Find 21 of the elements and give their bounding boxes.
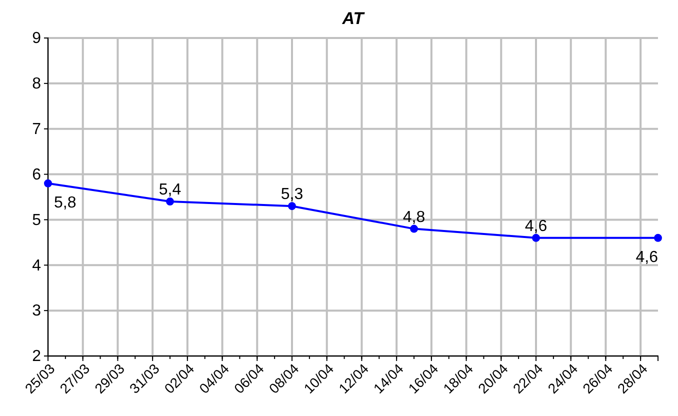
point <box>654 234 662 242</box>
data-label: 4,6 <box>524 218 548 235</box>
point <box>288 202 296 210</box>
data-label: 4,8 <box>402 208 426 226</box>
data-label: 5,3 <box>280 186 304 204</box>
chart-title: AT <box>341 9 366 28</box>
data-label: 5,4 <box>158 182 182 199</box>
point <box>410 224 418 233</box>
data-label: 4,6 <box>636 248 658 266</box>
point <box>166 198 174 206</box>
y-tick-label: 8 <box>32 76 42 93</box>
point <box>532 234 540 242</box>
data-label: 5,8 <box>54 194 76 212</box>
y-tick-label: 2 <box>32 348 42 366</box>
y-tick-label: 3 <box>32 302 42 320</box>
y-tick-label: 4 <box>32 257 42 274</box>
point <box>44 179 52 188</box>
y-tick-label: 9 <box>32 30 42 48</box>
y-tick-label: 7 <box>32 120 42 138</box>
y-tick-label: 6 <box>32 166 42 184</box>
y-tick-label: 5 <box>32 212 42 229</box>
